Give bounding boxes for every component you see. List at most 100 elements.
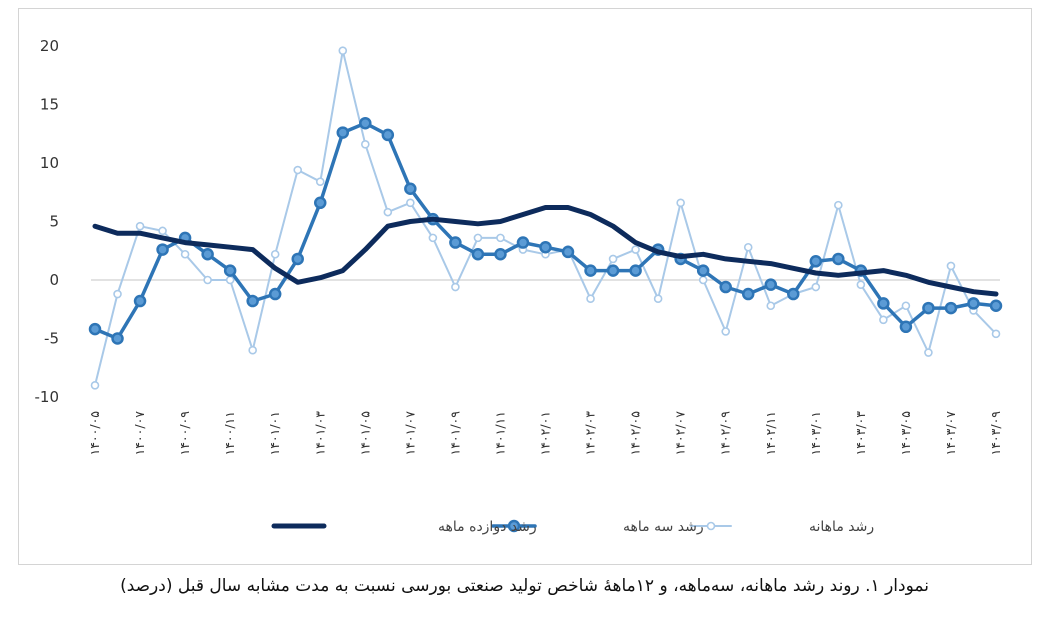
- series-line: [94, 49, 997, 387]
- x-tick-label: ۱۴۰۱/۰۷: [402, 411, 417, 456]
- x-tick-label: ۱۴۰۲/۱۱: [763, 411, 778, 456]
- data-point: [899, 320, 913, 334]
- x-tick-label: ۱۴۰۲/۰۵: [628, 411, 643, 456]
- data-point: [764, 278, 777, 291]
- data-point: [473, 233, 483, 243]
- data-point: [539, 240, 552, 254]
- x-tick-label: ۱۴۰۲/۰۹: [718, 411, 733, 456]
- data-point: [631, 245, 640, 254]
- data-point: [291, 252, 304, 266]
- data-point: [991, 329, 1001, 339]
- data-point: [967, 297, 980, 310]
- series-layer: [88, 46, 1003, 390]
- data-point: [315, 177, 325, 187]
- data-point: [721, 327, 731, 336]
- data-point: [404, 182, 417, 195]
- data-point: [133, 294, 147, 308]
- data-point: [359, 116, 372, 130]
- data-point: [338, 46, 348, 55]
- legend-item-0: رشد دوازده ماهه: [271, 519, 537, 535]
- data-point: [856, 280, 866, 289]
- data-point: [90, 380, 100, 390]
- x-tick-label: ۱۴۰۰/۰۵: [87, 411, 102, 456]
- data-point: [944, 301, 958, 315]
- data-point: [989, 299, 1003, 312]
- x-tick-label: ۱۴۰۱/۱۱: [492, 411, 507, 456]
- data-point: [834, 200, 843, 210]
- data-point: [653, 294, 663, 304]
- data-point: [203, 275, 212, 285]
- series-line: [92, 205, 999, 297]
- x-tick-label: ۱۴۰۰/۱۱: [222, 411, 237, 456]
- data-point: [879, 315, 888, 325]
- data-point: [383, 207, 393, 217]
- data-point: [924, 348, 933, 357]
- data-point: [766, 301, 776, 311]
- legend-marker: [706, 521, 716, 531]
- data-point: [676, 198, 685, 208]
- x-tick-label: ۱۴۰۳/۰۵: [898, 411, 913, 456]
- data-point: [113, 289, 122, 299]
- x-tick-label: ۱۴۰۱/۰۵: [357, 411, 372, 456]
- data-point: [158, 226, 167, 236]
- data-point: [743, 242, 753, 252]
- x-tick-label: ۱۴۰۲/۰۷: [673, 411, 688, 456]
- data-point: [516, 236, 530, 249]
- series-0: [92, 205, 999, 297]
- x-tick-label: ۱۴۰۳/۰۹: [988, 411, 1003, 456]
- data-point: [471, 248, 485, 261]
- data-point: [787, 287, 800, 301]
- data-point: [336, 126, 350, 139]
- x-tick-label: ۱۴۰۳/۰۷: [943, 411, 958, 456]
- data-point: [381, 128, 395, 142]
- data-point: [314, 196, 327, 210]
- legend-label: رشد ماهانه: [809, 519, 874, 535]
- x-tick-label: ۱۴۰۳/۰۱: [808, 411, 823, 456]
- data-point: [428, 233, 438, 243]
- data-point: [494, 248, 507, 261]
- data-point: [449, 236, 462, 249]
- data-point: [741, 287, 755, 301]
- data-point: [922, 301, 935, 315]
- y-tick-label: 5: [49, 213, 59, 231]
- chart-caption: نمودار ۱. روند رشد ماهانه، سه‌ماهه، و ۱۲…: [120, 576, 929, 596]
- data-point: [606, 264, 620, 277]
- data-point: [406, 198, 415, 208]
- data-point: [180, 249, 190, 259]
- x-tick-label: ۱۴۰۰/۰۷: [132, 411, 147, 456]
- data-point: [156, 243, 169, 256]
- data-point: [88, 322, 102, 336]
- data-point: [586, 294, 595, 304]
- data-point: [719, 280, 732, 294]
- data-point: [225, 275, 235, 285]
- x-tick-label: ۱۴۰۱/۰۳: [312, 411, 327, 456]
- x-tick-label: ۱۴۰۰/۰۹: [177, 411, 192, 456]
- data-point: [698, 275, 708, 285]
- data-point: [877, 297, 890, 310]
- data-point: [135, 221, 145, 231]
- data-point: [608, 254, 618, 264]
- data-point: [360, 139, 370, 149]
- data-point: [809, 255, 823, 268]
- data-point: [561, 245, 575, 259]
- y-tick-label: 0: [49, 271, 59, 289]
- data-point: [270, 249, 280, 259]
- y-tick-label: 20: [40, 37, 59, 55]
- data-point: [451, 282, 460, 292]
- data-point: [832, 252, 845, 266]
- data-point: [901, 301, 911, 311]
- legend-label: رشد دوازده ماهه: [438, 519, 537, 535]
- legend-item-1: رشد سه ماهه: [491, 519, 704, 535]
- legend-item-2: رشد ماهانه: [690, 519, 874, 535]
- y-tick-label: -5: [44, 330, 59, 348]
- data-point: [946, 261, 956, 271]
- data-point: [293, 165, 303, 175]
- legend-label: رشد سه ماهه: [623, 519, 704, 535]
- data-point: [584, 264, 597, 277]
- y-tick-label: 15: [40, 96, 59, 114]
- data-point: [246, 294, 259, 308]
- line-chart: -10 -5 0 5 10 15 20 ۱۴۰۰/۰۵ ۱۴۰۰/۰۷ ۱۴۰۰/۰۹ ۱۴۰۰/۱…: [35, 37, 1004, 535]
- x-tick-label: ۱۴۰۱/۰۹: [447, 411, 462, 456]
- series-1: [88, 116, 1003, 345]
- axis-layer: -10 -5 0 5 10 15 20 ۱۴۰۰/۰۵ ۱۴۰۰/۰۷ ۱۴۰۰/۰۹ ۱۴۰۰/۱…: [35, 37, 1004, 456]
